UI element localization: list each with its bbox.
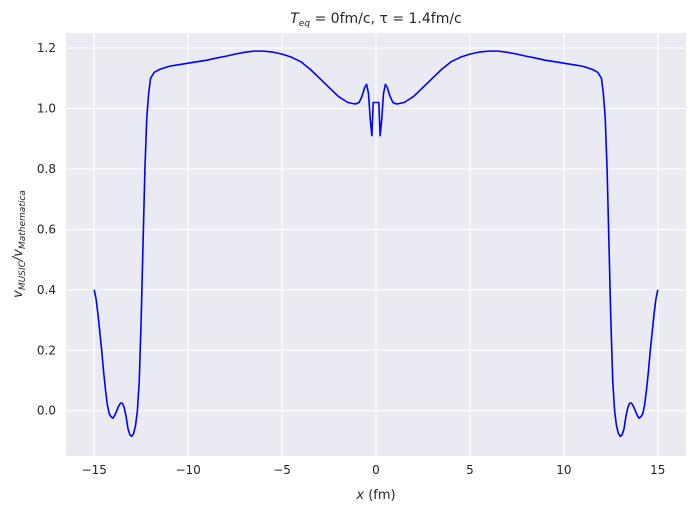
y-axis-sep: /v (11, 249, 26, 262)
y-tick-label: 1.2 (37, 41, 56, 55)
y-tick-label: 0.4 (37, 283, 56, 297)
x-axis-unit: (fm) (364, 488, 396, 503)
y-tick-label: 0.8 (37, 162, 56, 176)
grid-layer (66, 33, 686, 456)
x-tick-label: −10 (175, 463, 200, 477)
x-tick-label: 5 (466, 463, 474, 477)
y-tick-label: 0.2 (37, 343, 56, 357)
chart-title: Teq = 0fm/c, τ = 1.4fm/c (290, 11, 462, 29)
title-rest: = 0fm/c, τ = 1.4fm/c (310, 11, 462, 27)
x-tick-label: 0 (372, 463, 380, 477)
title-var: T (290, 11, 300, 27)
y-axis-num-sub: MUSIC (18, 260, 28, 290)
x-tick-label: −5 (273, 463, 291, 477)
y-axis-num: v (11, 290, 26, 298)
y-tick-label: 1.0 (37, 102, 56, 116)
x-axis-label: x (fm) (355, 488, 395, 503)
y-tick-label: 0.6 (37, 222, 56, 236)
x-tick-label: 15 (650, 463, 665, 477)
y-axis-label: vMUSIC/vMathematica (11, 190, 28, 298)
tick-label-layer: −15 −10 −5 0 5 10 15 0.0 0.2 0.4 0.6 0.8 1.0 1.2 (37, 41, 666, 477)
x-tick-label: 10 (556, 463, 571, 477)
title-subscript: eq (299, 19, 311, 29)
series-line (93, 50, 659, 438)
y-tick-label: 0.0 (37, 404, 56, 418)
x-tick-label: −15 (82, 463, 107, 477)
y-axis-den-sub: Mathematica (18, 190, 28, 249)
x-axis-var: x (355, 488, 364, 503)
